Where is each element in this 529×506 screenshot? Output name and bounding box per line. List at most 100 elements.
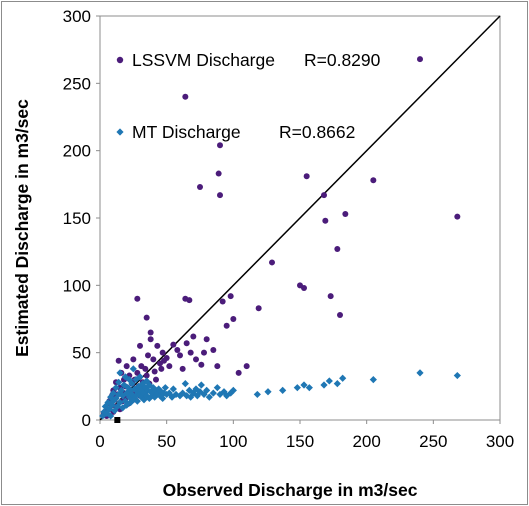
lssvm-point <box>143 372 150 379</box>
lssvm-point <box>370 177 377 184</box>
x-tick-label: 250 <box>419 432 447 451</box>
y-tick-label: 300 <box>63 7 91 26</box>
mt-point <box>147 388 155 396</box>
mt-point <box>196 388 204 396</box>
lssvm-point <box>145 352 151 359</box>
lssvm-point <box>230 316 237 322</box>
mt-point <box>185 386 193 394</box>
lssvm-point <box>214 363 221 370</box>
mt-point <box>325 377 333 385</box>
lssvm-point <box>243 363 250 370</box>
y-tick-label: 50 <box>72 344 91 363</box>
mt-point <box>227 389 235 397</box>
lssvm-point <box>163 355 170 362</box>
mt-point <box>107 393 115 401</box>
mt-point <box>125 376 133 384</box>
mt-point <box>112 394 120 403</box>
x-tick-label: 50 <box>157 432 176 451</box>
mt-point <box>132 376 140 384</box>
mt-point <box>168 393 176 401</box>
mt-point <box>159 394 167 403</box>
lssvm-point <box>301 285 307 292</box>
y-axis-title: Estimated Discharge in m3/sec <box>12 99 32 357</box>
legend-label-lssvm: LSSVM Discharge <box>132 50 275 70</box>
legend-item-lssvm: LSSVM Discharge R=0.8290 <box>116 50 381 70</box>
mt-point <box>187 393 195 401</box>
lssvm-point <box>227 293 234 300</box>
legend-r-mt: R=0.8662 <box>279 122 355 142</box>
lssvm-point <box>186 297 193 304</box>
lssvm-point <box>322 217 329 224</box>
x-axis-title: Observed Discharge in m3/sec <box>163 480 418 500</box>
mt-point <box>112 384 120 392</box>
lssvm-point <box>142 365 149 372</box>
mt-point <box>205 393 213 401</box>
mt-point <box>203 386 211 394</box>
mt-point <box>157 388 165 396</box>
y-tick-label: 250 <box>63 74 91 93</box>
legend-label-mt: MT Discharge <box>132 122 241 142</box>
x-tick-label: 300 <box>486 432 514 451</box>
mt-point <box>136 373 144 381</box>
mt-point <box>119 392 127 400</box>
mt-point <box>151 393 159 401</box>
lssvm-point <box>217 192 223 199</box>
lssvm-point <box>219 298 226 305</box>
legend-r-lssvm: R=0.8290 <box>304 50 381 70</box>
mt-point <box>133 397 141 405</box>
mt-point <box>111 406 119 415</box>
mt-point <box>369 376 377 384</box>
mt-point <box>305 384 313 392</box>
x-tick-label: 150 <box>286 432 314 451</box>
lssvm-point <box>154 342 161 349</box>
lssvm-point <box>210 346 217 353</box>
mt-point <box>320 381 328 389</box>
lssvm-point <box>327 293 334 300</box>
mt-point <box>145 394 153 403</box>
lssvm-point <box>182 93 189 100</box>
points-layer <box>99 56 461 423</box>
mt-point <box>193 392 201 400</box>
mt-point <box>99 412 107 420</box>
mt-point <box>416 369 424 377</box>
ticks-layer: 0 50 100 150 200 250 300 0 50 100 150 200 250 300 <box>63 7 515 451</box>
lssvm-point <box>190 333 197 340</box>
mt-point <box>116 398 124 407</box>
y-tick-label: 200 <box>63 142 91 161</box>
reference-line <box>99 15 501 421</box>
legend-marker-mt <box>116 128 124 136</box>
mt-point <box>133 388 141 396</box>
mt-point <box>115 378 123 386</box>
mt-point <box>169 385 177 393</box>
mt-point <box>127 398 135 407</box>
mt-point <box>144 386 152 394</box>
mt-point <box>161 384 169 392</box>
lssvm-point <box>417 56 423 63</box>
lssvm-point <box>179 365 186 372</box>
y-tick-label: 0 <box>82 411 91 430</box>
mt-point <box>145 381 153 389</box>
lssvm-point <box>223 322 230 329</box>
lssvm-point <box>203 336 210 343</box>
mt-point <box>125 393 133 401</box>
mt-point <box>116 369 124 377</box>
lssvm-point <box>177 352 183 359</box>
lssvm-point <box>217 142 223 149</box>
mt-point <box>223 392 231 400</box>
lssvm-point <box>147 336 154 343</box>
x-tick-label: 200 <box>352 432 380 451</box>
mt-point <box>209 389 217 397</box>
origin-marker <box>114 417 121 423</box>
lssvm-point <box>174 346 181 353</box>
mt-point <box>181 380 189 388</box>
lssvm-point <box>255 305 262 312</box>
mt-point <box>229 386 237 394</box>
x-tick-label: 0 <box>95 432 104 451</box>
lssvm-point <box>123 363 130 370</box>
lssvm-point <box>235 369 242 376</box>
mt-point <box>339 374 347 382</box>
lssvm-point <box>337 311 343 318</box>
mt-point <box>333 380 341 388</box>
mt-point <box>117 386 125 394</box>
